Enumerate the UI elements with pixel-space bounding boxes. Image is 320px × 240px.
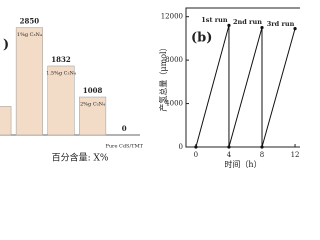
category-label: 1.5%g C₃N₄ — [46, 70, 76, 76]
bar — [0, 106, 12, 136]
panel-label: (b) — [191, 31, 212, 46]
category-label: 2%g C₃N₄ — [80, 102, 105, 108]
x-tick-label: 0 — [194, 151, 198, 159]
point — [227, 145, 231, 149]
annotation: 2nd run — [233, 18, 262, 26]
y-tick-label: 4000 — [165, 100, 183, 108]
category-label: 1%g C₃N₄ — [17, 32, 42, 38]
value-label: 0 — [122, 124, 127, 133]
bar — [15, 27, 43, 136]
annotation: 3rd run — [267, 20, 295, 28]
page: ) 2850 1%g C₃N₄ 1832 1.5%g C₃N₄ 1008 2%g C₃N₄ 0… — [0, 7, 303, 169]
value-label: 2850 — [20, 17, 40, 26]
x-axis-title: 百分含量: X% — [52, 152, 109, 164]
panel-label: ) — [3, 38, 9, 53]
figure: ) 2850 1%g C₃N₄ 1832 1.5%g C₃N₄ 1008 2%g C₃N₄ 0… — [0, 7, 303, 169]
point — [227, 23, 231, 27]
x-tick-label: 4 — [227, 151, 232, 159]
category-label: Pure CdS/TMT — [105, 144, 143, 150]
x-tick-label: 12 — [291, 151, 300, 159]
bar — [79, 96, 107, 136]
y-axis-title: 产氢总量（μmol） — [158, 43, 168, 111]
point — [260, 25, 264, 30]
value-label: 1832 — [51, 55, 71, 64]
y-tick-label: 0 — [179, 143, 183, 151]
annotation: 1st run — [201, 16, 228, 24]
x-tick-label: 8 — [260, 151, 264, 159]
bar — [47, 65, 75, 136]
point — [194, 145, 198, 149]
y-tick-label: 12000 — [161, 13, 183, 21]
x-axis-title: 时间（h） — [224, 159, 261, 169]
value-label: 1008 — [83, 86, 103, 95]
point — [293, 27, 297, 31]
series-line — [195, 25, 296, 148]
y-tick-label: 8000 — [165, 56, 183, 64]
plot-frame — [185, 7, 303, 148]
point — [260, 145, 264, 149]
